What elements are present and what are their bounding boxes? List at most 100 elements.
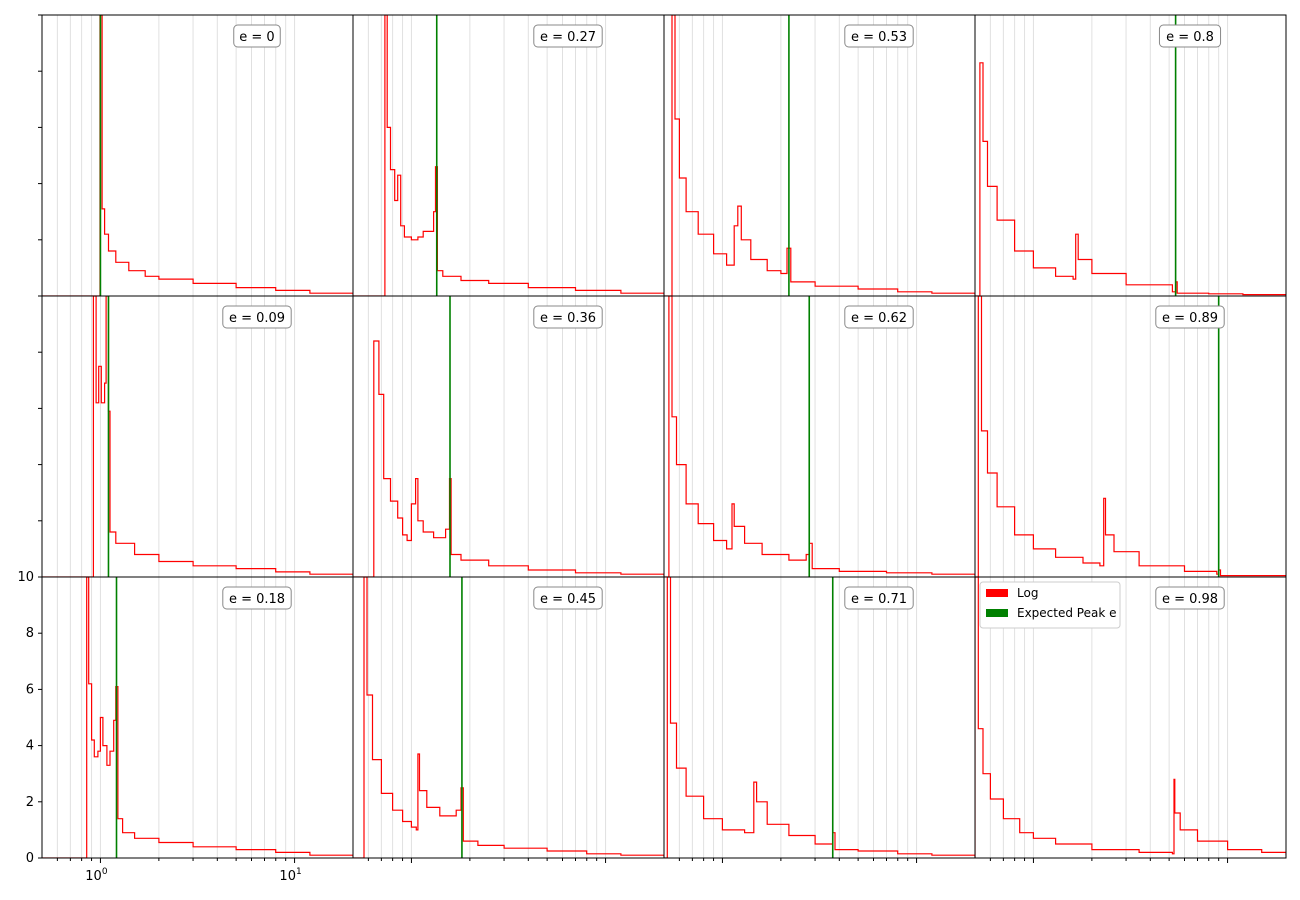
y-tick-label: 6 [26, 682, 34, 697]
histogram-step-line [42, 577, 353, 858]
legend-frame [979, 581, 1121, 629]
panel-plot-area [975, 15, 1286, 296]
panel-label-text: e = 0.53 [851, 30, 907, 45]
panel-label-text: e = 0.8 [1166, 30, 1214, 45]
panel-8: e = 0.62 [663, 295, 976, 578]
panel-9: e = 0.71 [663, 576, 976, 859]
panel-label: e = 0.98 [1155, 586, 1225, 610]
histogram-step-line [42, 15, 353, 296]
panel-label-box [233, 24, 281, 48]
panel-plot-area [42, 296, 353, 577]
y-tick-label: 2 [26, 795, 34, 810]
panel-label-text: e = 0.98 [1162, 592, 1218, 607]
panel-label-box [533, 305, 603, 329]
panel-label-text: e = 0.18 [229, 592, 285, 607]
panel-frame [974, 576, 1287, 859]
panel-label: e = 0.27 [533, 24, 603, 48]
panel-plot-area [975, 577, 1286, 858]
y-tick-label: 4 [26, 739, 34, 754]
histogram-step-line [975, 62, 1286, 296]
panel-label: e = 0.36 [533, 305, 603, 329]
panel-plot-area [42, 577, 353, 858]
panel-label-box [1155, 586, 1225, 610]
panel-background [664, 577, 975, 858]
y-tick-label: 0 [26, 851, 34, 866]
panel-label-box [222, 586, 292, 610]
panel-plot-area [664, 15, 975, 296]
histogram-step-line [664, 577, 975, 858]
legend: Log Expected Peak e [979, 581, 1121, 629]
panel-background [353, 577, 664, 858]
x-tick-label: 101 [279, 867, 301, 884]
panel-label-box [844, 24, 914, 48]
panel-label: e = 0.09 [222, 305, 292, 329]
panel-plot-area [42, 15, 353, 296]
panel-3: e = 0.18 [41, 576, 354, 859]
panel-6: e = 0.45 [352, 576, 665, 859]
panel-label-box [1155, 305, 1225, 329]
panel-5: e = 0.36 [352, 295, 665, 578]
panel-label-text: e = 0.62 [851, 311, 907, 326]
panel-label-text: e = 0.27 [540, 30, 596, 45]
panel-label-text: e = 0 [239, 30, 274, 45]
panel-7: e = 0.53 [663, 14, 976, 297]
panel-label: e = 0.71 [844, 586, 914, 610]
legend-swatch-log [986, 589, 1008, 597]
panel-label-text: e = 0.36 [540, 311, 596, 326]
panel-plot-area [664, 296, 975, 577]
panel-label: e = 0.18 [222, 586, 292, 610]
y-tick-label: 10 [17, 570, 34, 585]
panel-label-box [844, 586, 914, 610]
histogram-step-line [353, 577, 664, 858]
panel-background [975, 15, 1286, 296]
histogram-step-line [975, 577, 1286, 858]
legend-label-expected-peak: Expected Peak e [1017, 606, 1117, 620]
axis-ticks-group: 0 2 4 6 8 10 100 101 [17, 14, 1229, 884]
panel-background [42, 296, 353, 577]
y-tick-label: 8 [26, 626, 34, 641]
panels-group: e = 0 e = 0.09 e = 0.18 e = 0.27 e = 0.36 e =… [41, 14, 1287, 859]
histogram-step-line [353, 340, 664, 577]
panel-label-text: e = 0.71 [851, 592, 907, 607]
panel-label-box [533, 24, 603, 48]
legend-swatch-expected-peak [986, 609, 1008, 617]
panel-background [975, 296, 1286, 577]
panel-background [353, 296, 664, 577]
panel-label: e = 0.45 [533, 586, 603, 610]
panel-plot-area [353, 296, 664, 577]
legend-label-log: Log [1017, 586, 1038, 600]
panel-background [664, 296, 975, 577]
histogram-step-line [664, 296, 975, 577]
panel-label: e = 0.89 [1155, 305, 1225, 329]
panel-background [353, 15, 664, 296]
panel-label-text: e = 0.09 [229, 311, 285, 326]
panel-label: e = 0.8 [1158, 24, 1222, 48]
panel-plot-area [353, 577, 664, 858]
x-tick-label: 100 [85, 867, 108, 884]
panel-background [42, 577, 353, 858]
panel-plot-area [975, 296, 1286, 577]
histogram-step-line [664, 15, 975, 296]
panel-plot-area [353, 15, 664, 296]
panel-11: e = 0.89 [974, 295, 1287, 578]
panel-10: e = 0.8 [974, 14, 1287, 297]
panel-label: e = 0.53 [844, 24, 914, 48]
panel-plot-area [664, 577, 975, 858]
panel-background [664, 15, 975, 296]
panel-label-box [222, 305, 292, 329]
histogram-step-line [353, 15, 664, 296]
panel-label-box [1158, 24, 1222, 48]
panel-label-box [533, 586, 603, 610]
panel-label-text: e = 0.45 [540, 592, 596, 607]
panel-label-text: e = 0.89 [1162, 311, 1218, 326]
panel-background [42, 15, 353, 296]
histogram-step-line [42, 296, 353, 577]
panel-2: e = 0.09 [41, 295, 354, 578]
panel-label-box [844, 305, 914, 329]
panel-12: e = 0.98 [974, 576, 1287, 859]
panel-1: e = 0 [41, 14, 354, 297]
panel-4: e = 0.27 [352, 14, 665, 297]
panel-label: e = 0 [233, 24, 281, 48]
panel-label: e = 0.62 [844, 305, 914, 329]
